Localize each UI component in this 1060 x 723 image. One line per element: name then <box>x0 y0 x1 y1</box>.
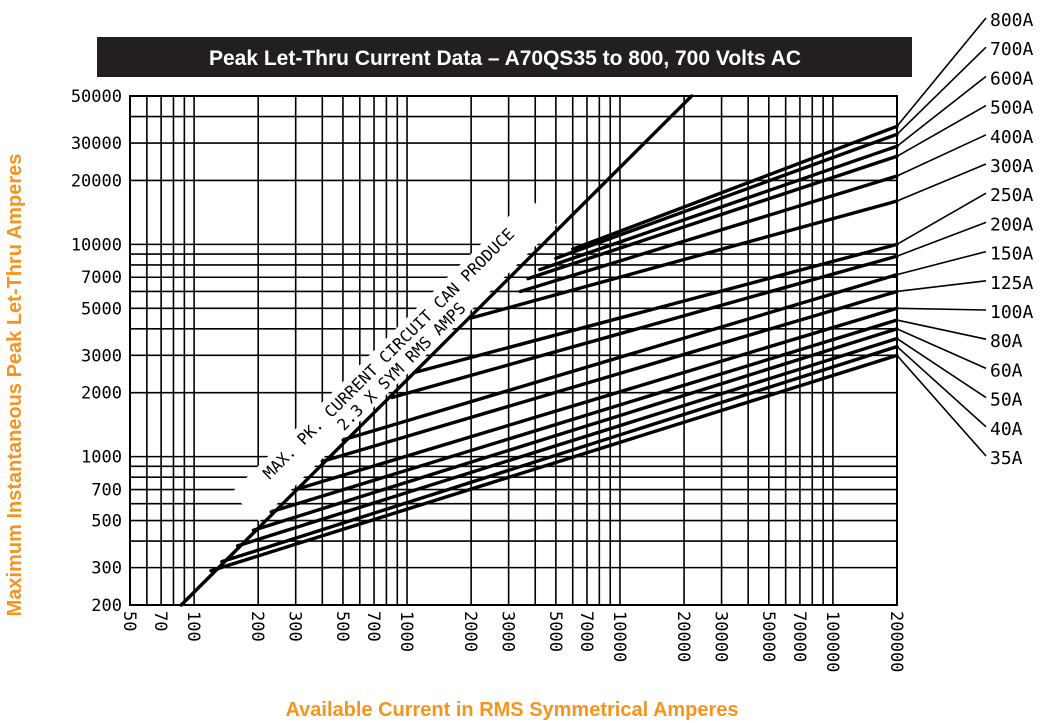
series-line <box>554 132 899 260</box>
x-tick-label: 100 <box>183 611 203 642</box>
legend-item: 35A <box>990 448 1023 469</box>
legend-item: 800A <box>990 10 1034 31</box>
x-tick-label: 7000 <box>576 611 596 652</box>
legend-item: 600A <box>990 68 1034 89</box>
annotation-line-2: 2.3 X SYM RMS AMPS <box>333 298 469 434</box>
series-line <box>251 327 899 532</box>
legend-leader <box>896 221 987 257</box>
title-banner <box>97 37 912 77</box>
legend-item: 700A <box>990 39 1034 60</box>
y-tick-label: 1000 <box>81 448 122 468</box>
annotation-backing <box>231 196 557 522</box>
legend-leader <box>896 46 987 135</box>
legend-item: 400A <box>990 127 1034 148</box>
y-tick-label: 500 <box>91 512 122 532</box>
y-tick-label: 5000 <box>81 299 122 319</box>
legend-leader <box>896 337 987 399</box>
series-line <box>209 353 899 573</box>
series-line <box>341 272 899 442</box>
y-tick-label: 300 <box>91 559 122 579</box>
x-tick-label: 5000 <box>545 611 565 652</box>
legend-item: 500A <box>990 98 1034 119</box>
series-line <box>293 306 899 492</box>
x-tick-label: 700 <box>363 611 383 642</box>
grid <box>129 95 898 606</box>
legend-leader <box>896 319 987 340</box>
y-tick-label: 200 <box>91 596 122 616</box>
x-tick-label: 1000 <box>396 611 416 652</box>
series-line <box>469 199 899 320</box>
y-tick-label: 7000 <box>81 268 122 288</box>
series-line <box>571 124 899 251</box>
x-tick-label: 20000 <box>673 611 693 662</box>
legend-leader <box>896 328 987 370</box>
series-line <box>320 289 899 464</box>
x-tick-label: 100000 <box>822 611 842 672</box>
chart-title: Peak Let-Thru Current Data – A70QS35 to … <box>209 47 801 70</box>
legend-leader <box>896 250 987 276</box>
legend-leader <box>896 134 987 177</box>
series-line <box>518 174 899 294</box>
x-tick-label: 300 <box>285 611 305 642</box>
legend-item: 125A <box>990 273 1034 294</box>
y-tick-label: 2000 <box>81 384 122 404</box>
series-line <box>414 242 899 374</box>
legend-item: 300A <box>990 156 1034 177</box>
legend-item: 200A <box>990 214 1034 235</box>
legend-leader <box>896 192 987 246</box>
x-tick-label: 200000 <box>886 611 906 672</box>
series-line <box>269 318 899 514</box>
max-peak-line <box>179 94 694 607</box>
x-tick-label: 50 <box>119 611 139 631</box>
series-line <box>220 344 899 564</box>
legend-item: 100A <box>990 302 1034 323</box>
plot-frame <box>129 95 898 606</box>
legend-item: 40A <box>990 419 1023 440</box>
legend-leader <box>896 354 987 457</box>
legend-leader <box>896 307 987 311</box>
legend-item: 80A <box>990 331 1023 352</box>
y-tick-label: 10000 <box>71 235 122 255</box>
x-tick-label: 30000 <box>711 611 731 662</box>
tick-labels: 50 70 100 200 300 500 700 1000 2000 3000 5000 7000 1… <box>71 87 906 672</box>
curves <box>179 94 899 607</box>
series-line <box>526 154 899 281</box>
legend-leader <box>896 17 987 127</box>
y-tick-label: 700 <box>91 481 122 501</box>
legend-leader <box>896 75 987 147</box>
x-axis-title: Available Current in RMS Symmetrical Amp… <box>285 699 738 721</box>
x-tick-label: 200 <box>247 611 267 642</box>
x-tick-label: 50000 <box>758 611 778 662</box>
legend-item: 250A <box>990 185 1034 206</box>
y-tick-label: 20000 <box>71 171 122 191</box>
x-tick-label: 70000 <box>789 611 809 662</box>
series-line <box>390 254 899 400</box>
legend-item: 50A <box>990 390 1023 411</box>
legend: 800A 700A 600A 500A 400A 300A 250A 200A 150A 125A… <box>896 10 1034 469</box>
x-tick-label: 10000 <box>609 611 629 662</box>
series-line <box>235 336 899 548</box>
legend-leader <box>896 163 987 202</box>
legend-leader <box>896 280 987 293</box>
x-tick-label: 3000 <box>498 611 518 652</box>
x-tick-label: 500 <box>332 611 352 642</box>
y-tick-label: 50000 <box>71 87 122 107</box>
x-tick-label: 2000 <box>460 611 480 652</box>
y-axis-title: Maximum Instantaneous Peak Let-Thru Ampe… <box>4 154 26 617</box>
legend-item: 150A <box>990 244 1034 265</box>
legend-item: 60A <box>990 360 1023 381</box>
y-tick-label: 3000 <box>81 346 122 366</box>
y-tick-label: 30000 <box>71 134 122 154</box>
x-tick-label: 70 <box>150 611 170 631</box>
legend-leader <box>896 104 987 157</box>
series-line <box>538 144 899 272</box>
legend-leader <box>896 345 987 428</box>
